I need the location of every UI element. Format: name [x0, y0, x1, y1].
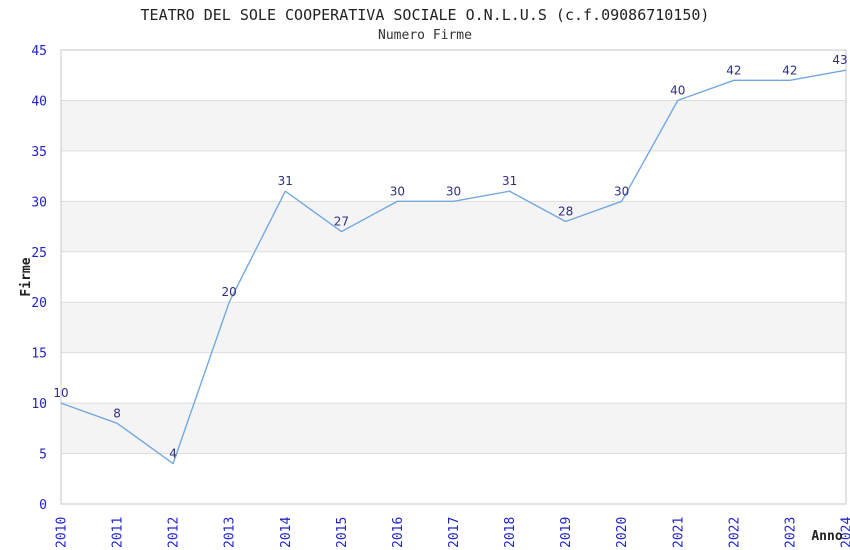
y-tick-label: 30 [31, 195, 47, 210]
x-tick-label: 2016 [391, 517, 406, 548]
x-tick-label: 2024 [840, 517, 850, 548]
y-tick-label: 45 [31, 44, 47, 59]
x-tick-label: 2021 [671, 517, 686, 548]
x-tick-label: 2012 [167, 517, 182, 548]
data-label: 30 [390, 184, 405, 198]
x-tick-label: 2022 [727, 517, 742, 548]
chart-subtitle: Numero Firme [378, 28, 472, 43]
x-tick-label: 2013 [223, 517, 238, 548]
data-label: 20 [222, 285, 237, 299]
plot-band [61, 100, 846, 151]
data-label: 30 [614, 184, 629, 198]
x-tick-label: 2015 [335, 517, 350, 548]
x-tick-label: 2014 [279, 517, 294, 548]
plot-band [61, 201, 846, 252]
data-label: 43 [832, 53, 847, 67]
plot-border [60, 49, 847, 505]
x-axis-title: Anno [811, 529, 842, 544]
data-label: 31 [502, 174, 517, 188]
x-tick-label: 2010 [55, 517, 70, 548]
plot-band [61, 302, 846, 353]
x-tick-label: 2018 [503, 517, 518, 548]
data-label: 31 [278, 174, 293, 188]
data-label: 28 [558, 205, 573, 219]
chart-title: TEATRO DEL SOLE COOPERATIVA SOCIALE O.N.… [140, 6, 710, 24]
y-tick-label: 35 [31, 145, 47, 160]
y-tick-label: 20 [31, 296, 47, 311]
y-tick-label: 40 [31, 94, 47, 109]
data-label: 30 [446, 184, 461, 198]
y-axis-title: Firme [19, 257, 34, 296]
series-line [60, 69, 847, 465]
data-label: 10 [53, 386, 68, 400]
data-label: 4 [169, 447, 177, 461]
x-tick-label: 2019 [559, 517, 574, 548]
data-label: 40 [670, 83, 685, 97]
data-label: 8 [113, 406, 121, 420]
y-tick-label: 25 [31, 246, 47, 261]
x-tick-label: 2023 [783, 517, 798, 548]
x-tick-label: 2020 [615, 517, 630, 548]
y-tick-label: 15 [31, 347, 47, 362]
y-tick-label: 0 [39, 498, 47, 513]
data-label: 42 [782, 63, 797, 77]
x-tick-label: 2011 [111, 517, 126, 548]
data-label: 42 [726, 63, 741, 77]
y-tick-label: 10 [31, 397, 47, 412]
data-label: 27 [334, 215, 349, 229]
x-tick-label: 2017 [447, 517, 462, 548]
y-tick-label: 5 [39, 448, 47, 463]
